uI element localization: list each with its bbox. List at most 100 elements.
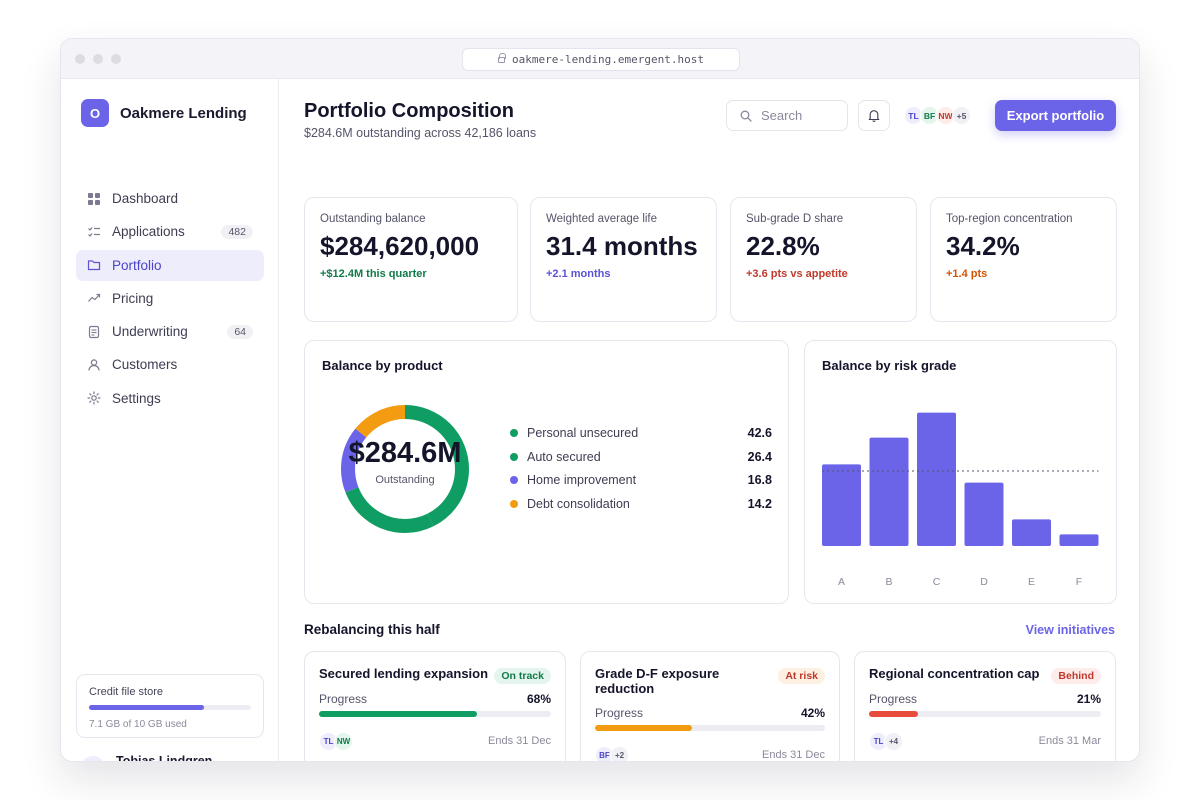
bar-grade-a[interactable] (822, 464, 861, 546)
sidebar-item-portfolio[interactable]: Portfolio (76, 249, 264, 281)
page-subtitle: $284.6M outstanding across 42,186 loans (304, 126, 537, 140)
sidebar-item-label: Applications (112, 224, 185, 240)
owner-avatar[interactable]: +2 (610, 746, 629, 761)
legend-item[interactable]: Personal unsecured 42.6 (510, 425, 772, 441)
legend-item[interactable]: Auto secured 26.4 (510, 449, 772, 465)
initiative-owners[interactable]: TL +4 (869, 732, 903, 751)
window-dot-close[interactable] (75, 54, 85, 64)
sidebar-item-customers[interactable]: Customers (76, 349, 264, 380)
storage-title: Credit file store (89, 686, 163, 698)
initiative-status-badge: Behind (1051, 668, 1101, 684)
kpi-card-sub-grade-d-share: Sub-grade D share 22.8% +3.6 pts vs appeti… (730, 197, 917, 322)
lock-icon (497, 52, 506, 63)
owner-avatar[interactable]: NW (334, 732, 353, 751)
main-content: Portfolio Composition $284.6M outstandin… (280, 79, 1139, 761)
legend-item[interactable]: Debt consolidation 14.2 (510, 496, 772, 512)
sidebar-item-applications[interactable]: Applications 482 (76, 216, 264, 247)
kpi-delta: +3.6 pts vs appetite (746, 268, 848, 280)
sidebar-item-underwriting[interactable]: Underwriting 64 (76, 316, 264, 347)
legend-dot (510, 452, 518, 461)
bar-grade-d[interactable] (964, 482, 1004, 546)
browser-chrome: oakmere-lending.emergent.host (61, 39, 1139, 79)
initiative-progress-value: 21% (1076, 692, 1101, 706)
balance-by-product-title: Balance by product (322, 358, 443, 373)
sidebar-item-label: Portfolio (112, 257, 162, 273)
initiative-end-date: Ends 31 Dec (488, 735, 551, 747)
export-portfolio-button[interactable]: Export portfolio (995, 100, 1116, 131)
browser-window: oakmere-lending.emergent.host O Oakmere … (60, 38, 1140, 762)
bar-grade-e[interactable] (1012, 519, 1051, 546)
sidebar-item-badge: 482 (221, 224, 253, 239)
kpi-value: 31.4 months (546, 231, 698, 261)
initiative-card-grade-d-f-exposure-reduction[interactable]: Grade D-F exposure reduction At risk Progr… (580, 651, 840, 761)
legend-dot (510, 429, 518, 437)
kpi-card-weighted-average-life: Weighted average life 31.4 months +2.1 mon… (530, 197, 717, 322)
kpi-card-top-region-concentration: Top-region concentration 34.2% +1.4 pts (930, 197, 1117, 322)
donut-slice-debt-consolidation[interactable] (341, 405, 469, 533)
initiative-card-regional-concentration-cap[interactable]: Regional concentration cap Behind Progress… (854, 651, 1116, 761)
initiative-owners[interactable]: TL NW (319, 732, 353, 751)
notifications-button[interactable] (858, 100, 890, 131)
storage-widget[interactable]: Credit file store 7.1 GB of 10 GB used (76, 674, 264, 738)
donut-center-label: Outstanding (375, 474, 435, 486)
trend-icon (87, 291, 101, 305)
sidebar-nav: Dashboard Applications 482 Portfolio Pricing… (76, 183, 264, 416)
kpi-value: $284,620,000 (320, 231, 480, 261)
initiative-owners[interactable]: BF +2 (595, 746, 629, 761)
user-profile[interactable]: TL Tobias Lindgren Head of Credit (81, 754, 213, 762)
address-url: oakmere-lending.emergent.host (511, 53, 705, 66)
kpi-delta: +1.4 pts (946, 268, 988, 280)
sidebar-item-label: Underwriting (112, 324, 188, 340)
sidebar-item-dashboard[interactable]: Dashboard (76, 183, 264, 214)
sidebar-item-label: Pricing (112, 290, 154, 306)
search-box[interactable]: Search (726, 100, 848, 131)
window-dot-zoom[interactable] (111, 54, 121, 64)
legend-item[interactable]: Home improvement 16.8 (510, 472, 772, 488)
kpi-delta: +2.1 months (546, 268, 611, 280)
kpi-value: 34.2% (946, 231, 1020, 261)
owner-avatar[interactable]: TL (319, 732, 338, 751)
kpi-label: Outstanding balance (320, 213, 426, 225)
sidebar-item-pricing[interactable]: Pricing (76, 283, 264, 314)
address-bar[interactable]: oakmere-lending.emergent.host (462, 48, 740, 71)
brand-name: Oakmere Lending (120, 104, 247, 122)
legend-label: Home improvement (527, 473, 637, 488)
brand[interactable]: O Oakmere Lending (81, 99, 247, 127)
donut-center-value: $284.6M (348, 437, 462, 469)
initiative-progress-bar (319, 711, 551, 717)
legend-label: Debt consolidation (527, 497, 630, 512)
legend-dot (510, 500, 518, 509)
bar-grade-c[interactable] (917, 412, 956, 546)
initiative-status-badge: At risk (778, 668, 825, 684)
kpi-card-outstanding-balance: Outstanding balance $284,620,000 +$12.4M t… (304, 197, 518, 322)
user-avatar: TL (81, 755, 105, 761)
storage-bar-fill (89, 705, 205, 710)
bar-grade-b[interactable] (869, 437, 909, 546)
bell-icon (868, 110, 880, 122)
collaborator-more[interactable]: +5 (952, 106, 971, 125)
balance-by-product-card: Balance by product $284.6M Outstanding P… (304, 340, 789, 604)
initiative-end-date: Ends 31 Mar (1038, 735, 1101, 747)
collaborator-avatar[interactable]: BF (920, 106, 939, 125)
balance-by-risk-grade-card: Balance by risk grade A B C D E F (804, 340, 1117, 604)
bar-grade-f[interactable] (1059, 534, 1099, 546)
legend-dot (510, 476, 518, 485)
initiative-card-secured-lending-expansion[interactable]: Secured lending expansion On track Progres… (304, 651, 566, 761)
initiative-progress-label: Progress (595, 706, 644, 720)
donut-slice-home-improvement[interactable] (341, 405, 469, 533)
sidebar-item-label: Settings (112, 390, 161, 406)
legend-value: 14.2 (747, 497, 772, 512)
search-input[interactable]: Search (761, 108, 803, 123)
sidebar-item-settings[interactable]: Settings (76, 383, 264, 414)
initiative-progress-value: 42% (800, 706, 825, 720)
owner-avatar[interactable]: TL (869, 732, 888, 751)
window-dot-minimize[interactable] (93, 54, 103, 64)
user-name: Tobias Lindgren (116, 754, 213, 762)
brand-logo: O (81, 99, 109, 127)
owner-avatar[interactable]: +4 (884, 732, 903, 751)
initiative-name: Secured lending expansion (319, 666, 489, 681)
collaborator-avatars[interactable]: TL BF NW +5 (904, 106, 971, 125)
view-initiatives-link[interactable]: View initiatives (1025, 623, 1115, 637)
donut-slice-auto-secured[interactable] (341, 405, 469, 533)
sidebar-item-badge: 64 (227, 324, 253, 339)
